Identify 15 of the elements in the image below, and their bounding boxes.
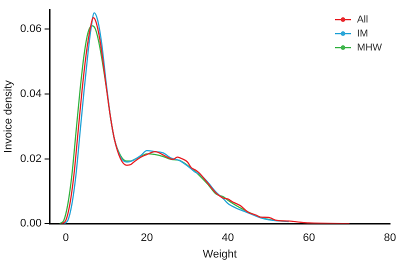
- x-tick-label: 60: [302, 232, 316, 244]
- legend-label: All: [357, 14, 368, 26]
- legend-label: IM: [357, 28, 368, 40]
- y-tick-label: 0.00: [20, 218, 42, 230]
- y-axis-title: Invoice density: [2, 80, 15, 153]
- x-axis-title: Weight: [202, 248, 237, 260]
- y-tick-label: 0.04: [20, 88, 42, 100]
- legend-label: MHW: [357, 42, 383, 54]
- x-tick-label: 80: [384, 232, 396, 244]
- line-series: [61, 17, 350, 224]
- y-tick-label: 0.06: [20, 23, 42, 36]
- x-tick-label: 40: [222, 232, 234, 244]
- x-tick-label: 0: [62, 232, 69, 244]
- y-tick-label: 0.02: [20, 152, 42, 165]
- x-tick-label: 20: [140, 232, 153, 244]
